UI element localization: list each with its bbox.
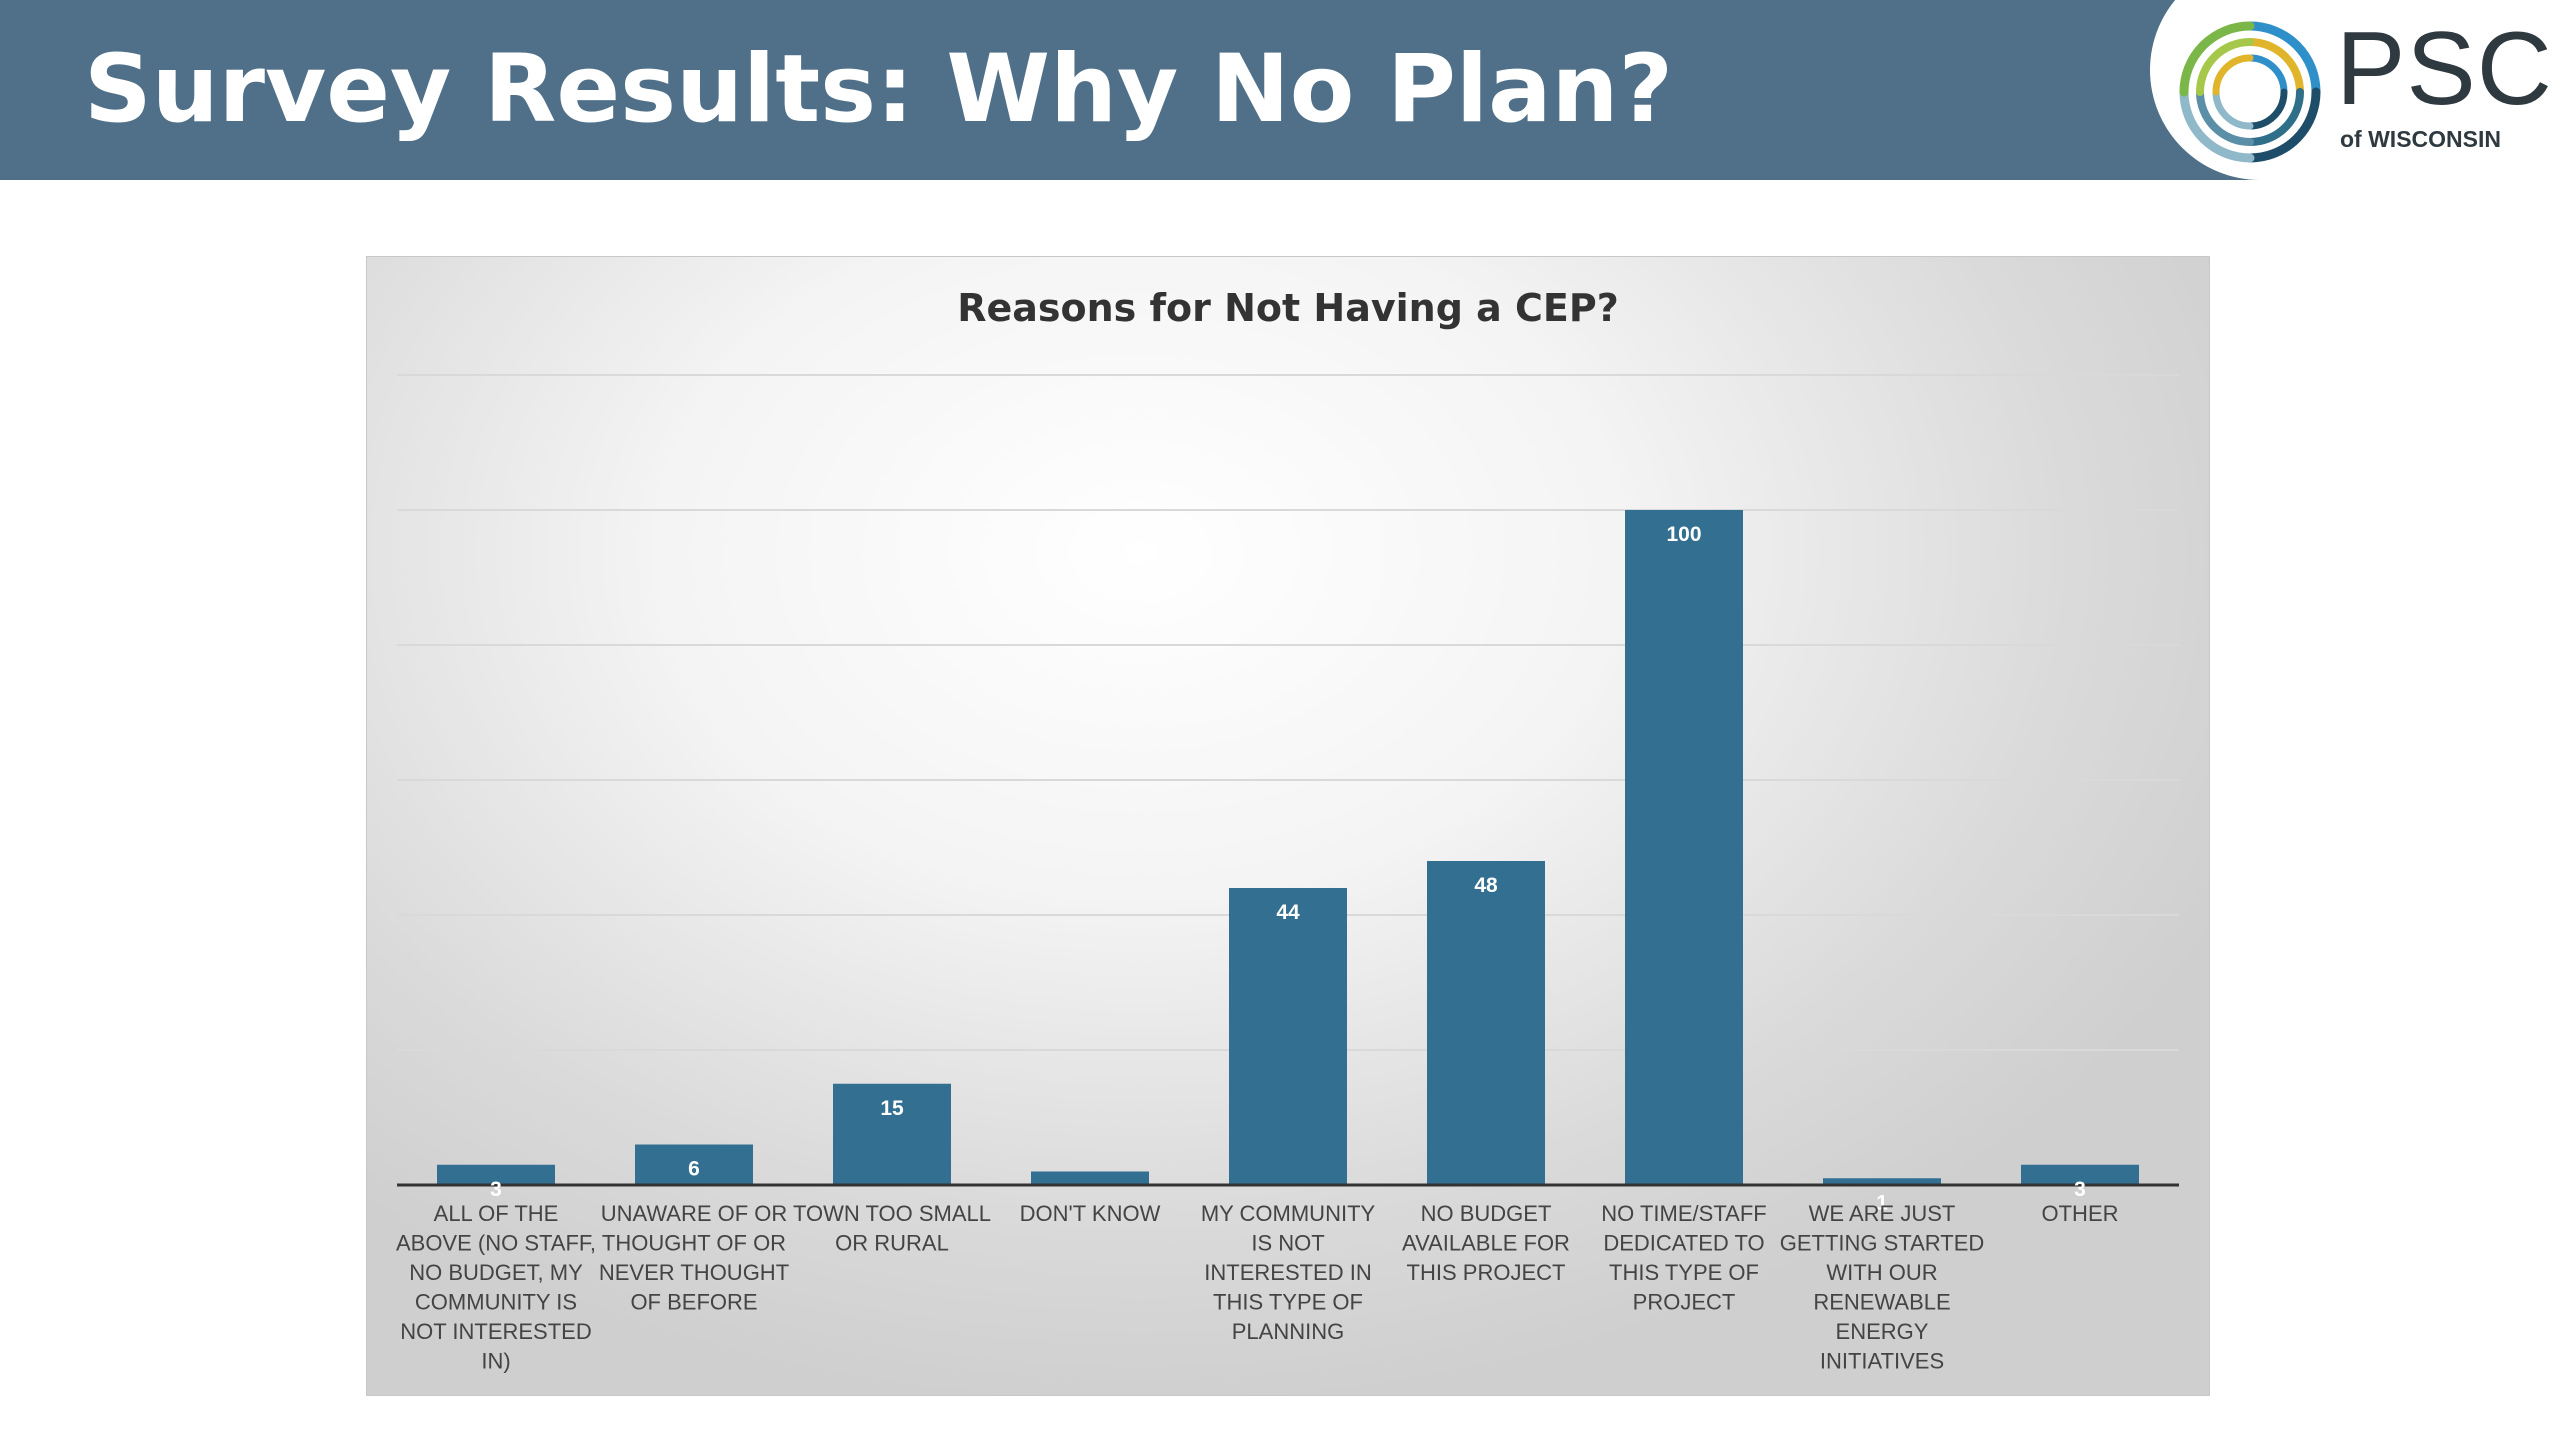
category-tick-label: NO BUDGET AVAILABLE FOR THIS PROJECT <box>1402 1201 1570 1285</box>
category-tick-label: OTHER <box>2042 1201 2119 1226</box>
bar-value-label: 3 <box>2074 1178 2086 1201</box>
bar <box>635 1144 753 1185</box>
bars <box>437 510 2139 1185</box>
bar-chart: Reasons for Not Having a CEP? 3 6 15 44 48 10… <box>396 286 2179 1374</box>
bar-value-label: 44 <box>1276 901 1300 924</box>
bar <box>1229 888 1347 1185</box>
bar-value-label: 6 <box>688 1158 700 1181</box>
bar <box>437 1164 555 1185</box>
category-tick-label: WE ARE JUST GETTING STARTED WITH OUR RENEWA… <box>1780 1201 1985 1374</box>
bar <box>1823 1178 1941 1185</box>
category-tick-label: ALL OF THE ABOVE (NO STAFF, NO BUDGET, MY C… <box>396 1201 596 1374</box>
header-bar <box>0 0 2560 180</box>
category-tick-label: MY COMMUNITY IS NOT INTERESTED IN THIS TYPE… <box>1201 1201 1376 1344</box>
logo-text: PSC <box>2336 11 2553 127</box>
logo-subtitle: of WISCONSIN <box>2340 126 2501 152</box>
category-tick-label: DON'T KNOW <box>1020 1201 1161 1226</box>
category-tick-label: TOWN TOO SMALL OR RURAL <box>793 1201 991 1256</box>
chart-title: Reasons for Not Having a CEP? <box>957 286 1619 330</box>
bar <box>1625 510 1743 1185</box>
bar <box>1427 861 1545 1185</box>
bar-value-label: 48 <box>1474 874 1498 897</box>
bar-value-label: 100 <box>1666 523 1701 546</box>
bar-value-label: 1 <box>1876 1191 1888 1214</box>
category-tick-label: UNAWARE OF OR THOUGHT OF OR NEVER THOUGHT O… <box>599 1201 789 1315</box>
bar <box>833 1083 951 1185</box>
bar <box>2021 1164 2139 1185</box>
category-tick-label: NO TIME/STAFF DEDICATED TO THIS TYPE OF PRO… <box>1601 1201 1766 1315</box>
bar <box>1031 1171 1149 1185</box>
bar-value-label: 15 <box>880 1097 904 1120</box>
chart-frame: Reasons for Not Having a CEP? 3 6 15 44 48 10… <box>366 256 2210 1396</box>
bar-value-labels: 3 6 15 44 48 100 1 3 <box>490 523 2086 1214</box>
psc-logo-icon <box>2179 21 2321 163</box>
category-tick-labels: ALL OF THE ABOVE (NO STAFF, NO BUDGET, MY C… <box>396 1201 2119 1374</box>
page-title: Survey Results: Why No Plan? <box>84 35 1674 144</box>
bar-value-label: 3 <box>490 1178 502 1201</box>
